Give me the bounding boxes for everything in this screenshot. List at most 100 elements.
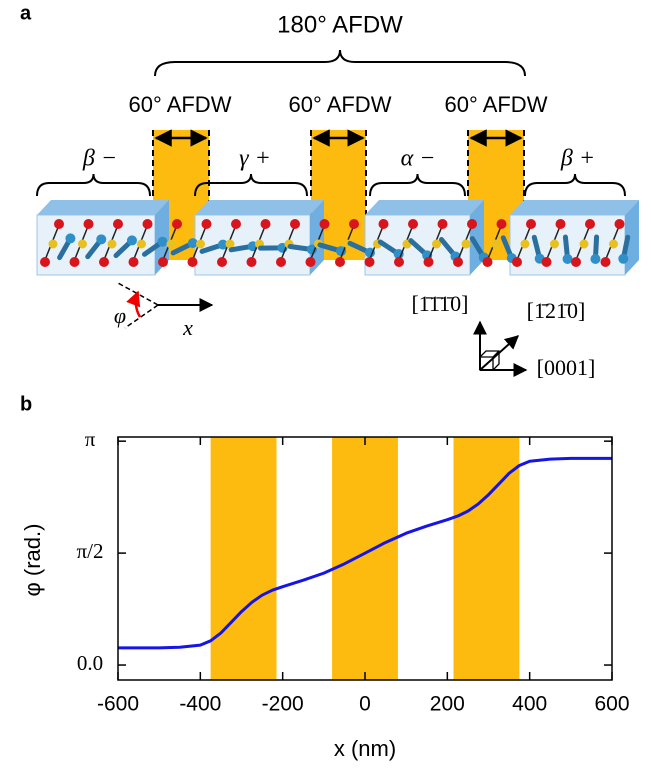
atom (394, 257, 404, 267)
blocks (36, 200, 639, 276)
y-axis-label: φ (rad.) (20, 524, 45, 597)
spin-head (187, 238, 198, 249)
atom (217, 257, 227, 267)
atom (166, 239, 176, 249)
panel-label: a (20, 2, 32, 24)
cube-icon (479, 350, 500, 371)
panel-a: a 180° AFDW 60° AFDW 60° AFDW 60° AFDW β… (20, 2, 639, 380)
atom (541, 257, 552, 267)
shaded-band (332, 437, 398, 680)
atom (600, 257, 611, 267)
atom (83, 219, 94, 229)
atom (453, 257, 463, 267)
plot-frame (117, 436, 613, 681)
block-top (365, 200, 484, 215)
atom (364, 257, 375, 267)
atom (260, 219, 271, 229)
spin-head (562, 253, 573, 264)
x-tick-label: -600 (97, 693, 139, 716)
atom (276, 257, 286, 267)
atom (378, 219, 389, 229)
atom (113, 219, 123, 229)
wall-label: 60° AFDW (289, 92, 392, 117)
atom (69, 257, 80, 267)
x-tick-label: 200 (430, 693, 465, 716)
axis-label: x (182, 315, 193, 340)
domain-label: β + (560, 146, 595, 172)
atom (231, 219, 241, 229)
x-tick-label: 0 (359, 693, 371, 716)
block-side (310, 200, 324, 275)
y-tick-label: π (85, 427, 96, 451)
x-tick-label: 400 (512, 693, 547, 716)
domain-label: α − (401, 146, 436, 172)
atom (349, 219, 359, 229)
spin-head (336, 246, 347, 257)
brace (154, 49, 526, 77)
atom (107, 239, 117, 249)
shaded-band (453, 437, 520, 680)
atom (512, 257, 522, 267)
block-side (625, 200, 639, 275)
atom (461, 239, 471, 249)
atom (40, 257, 50, 267)
atom (609, 239, 618, 249)
atom (423, 257, 434, 267)
atom (432, 239, 441, 249)
panel-label: b (20, 393, 32, 415)
atom (408, 219, 418, 229)
y-tick-label: 0.0 (77, 651, 103, 675)
x-axis-label: x (nm) (334, 736, 396, 761)
spin-head (217, 239, 228, 250)
atom (579, 239, 589, 249)
atom (137, 239, 146, 249)
atom (290, 219, 300, 229)
line (118, 456, 612, 650)
atom (482, 257, 493, 267)
wall-label: 60° AFDW (129, 92, 232, 117)
spin-head (590, 253, 601, 264)
y-tick-label: π/2 (77, 539, 104, 563)
atom (335, 257, 345, 267)
spin-head (126, 235, 137, 246)
atom (128, 257, 139, 267)
domain-label: γ + (239, 146, 271, 172)
atom (491, 239, 500, 249)
angle-arrow (126, 290, 142, 318)
wall-label: 60° AFDW (445, 92, 548, 117)
atom (225, 239, 235, 249)
spin-head (364, 247, 375, 258)
atom (78, 239, 87, 249)
atom (550, 239, 559, 249)
atom (585, 219, 595, 229)
atom (187, 257, 198, 267)
angle-label: φ (114, 303, 126, 328)
brace (369, 173, 466, 197)
atom (614, 219, 625, 229)
atom (158, 257, 168, 267)
atom (48, 239, 58, 249)
block-top (37, 200, 169, 215)
atom (555, 219, 566, 229)
spin-head (65, 233, 76, 244)
spin-head (96, 234, 107, 245)
brace (36, 173, 151, 197)
block-top (510, 200, 639, 215)
x-tick-label: -200 (262, 693, 304, 716)
atom (467, 219, 477, 229)
atom (196, 239, 205, 249)
x-tick-label: -400 (179, 693, 221, 716)
block-top (195, 200, 324, 215)
brace (524, 173, 626, 197)
direction-label: [1̄1̄1̄0] (411, 291, 468, 316)
shaded-band (210, 437, 277, 680)
top-label: 180° AFDW (277, 11, 403, 38)
atom (172, 219, 182, 229)
atom (201, 219, 212, 229)
direction-label: [1̄21̄0] (527, 298, 586, 323)
atom (99, 257, 109, 267)
x-tick-label: 600 (594, 693, 629, 716)
direction-label: [0001] (537, 355, 596, 380)
dashed-line (124, 304, 159, 329)
